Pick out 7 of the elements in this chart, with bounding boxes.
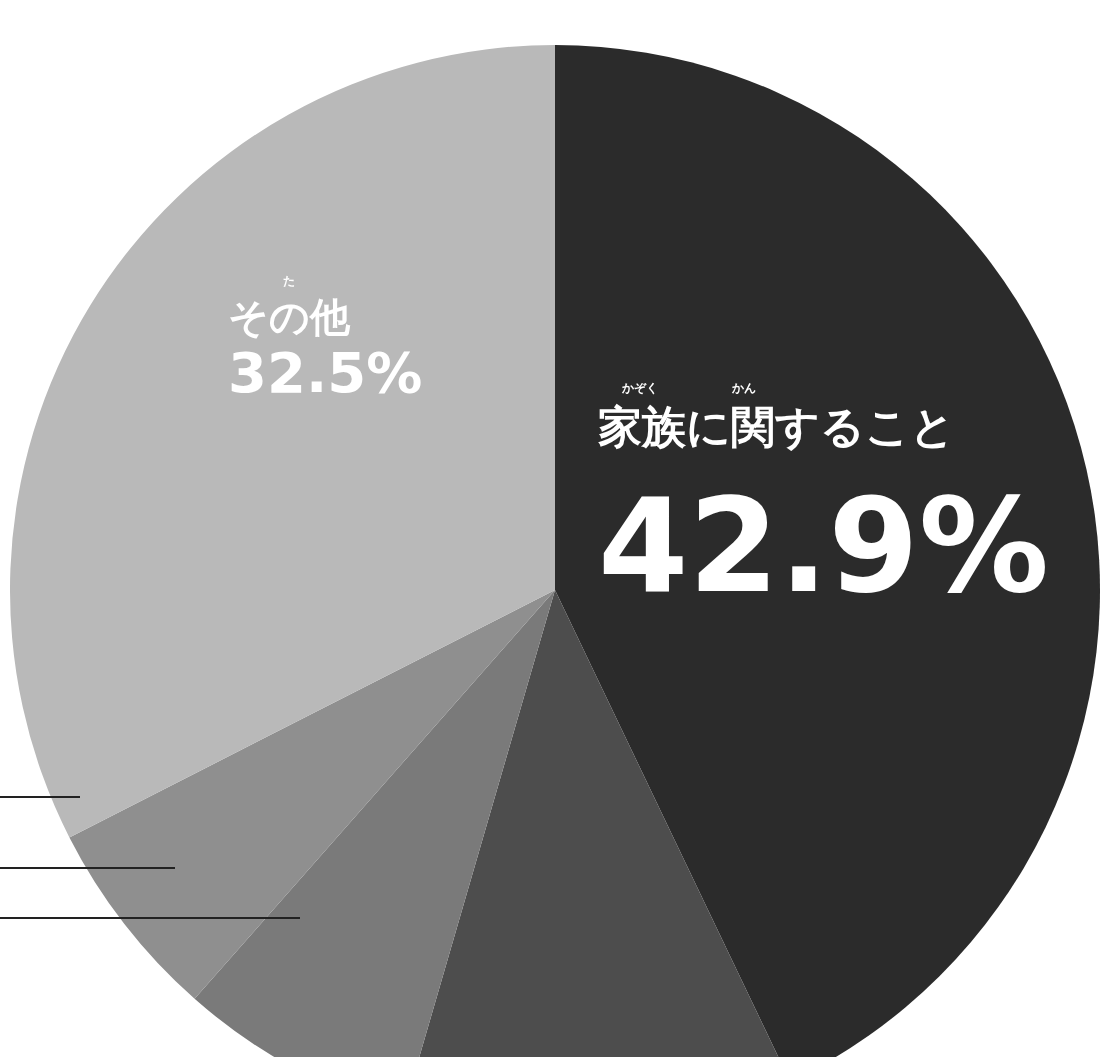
data-label: 32.5% — [228, 340, 423, 405]
slice-label: その他 — [228, 293, 350, 342]
text: かん — [732, 380, 756, 397]
data-label: 42.9% — [598, 470, 1050, 622]
slice-label: 家族に関すること — [598, 400, 955, 454]
text: た — [283, 273, 295, 290]
text: かぞく — [622, 380, 658, 397]
